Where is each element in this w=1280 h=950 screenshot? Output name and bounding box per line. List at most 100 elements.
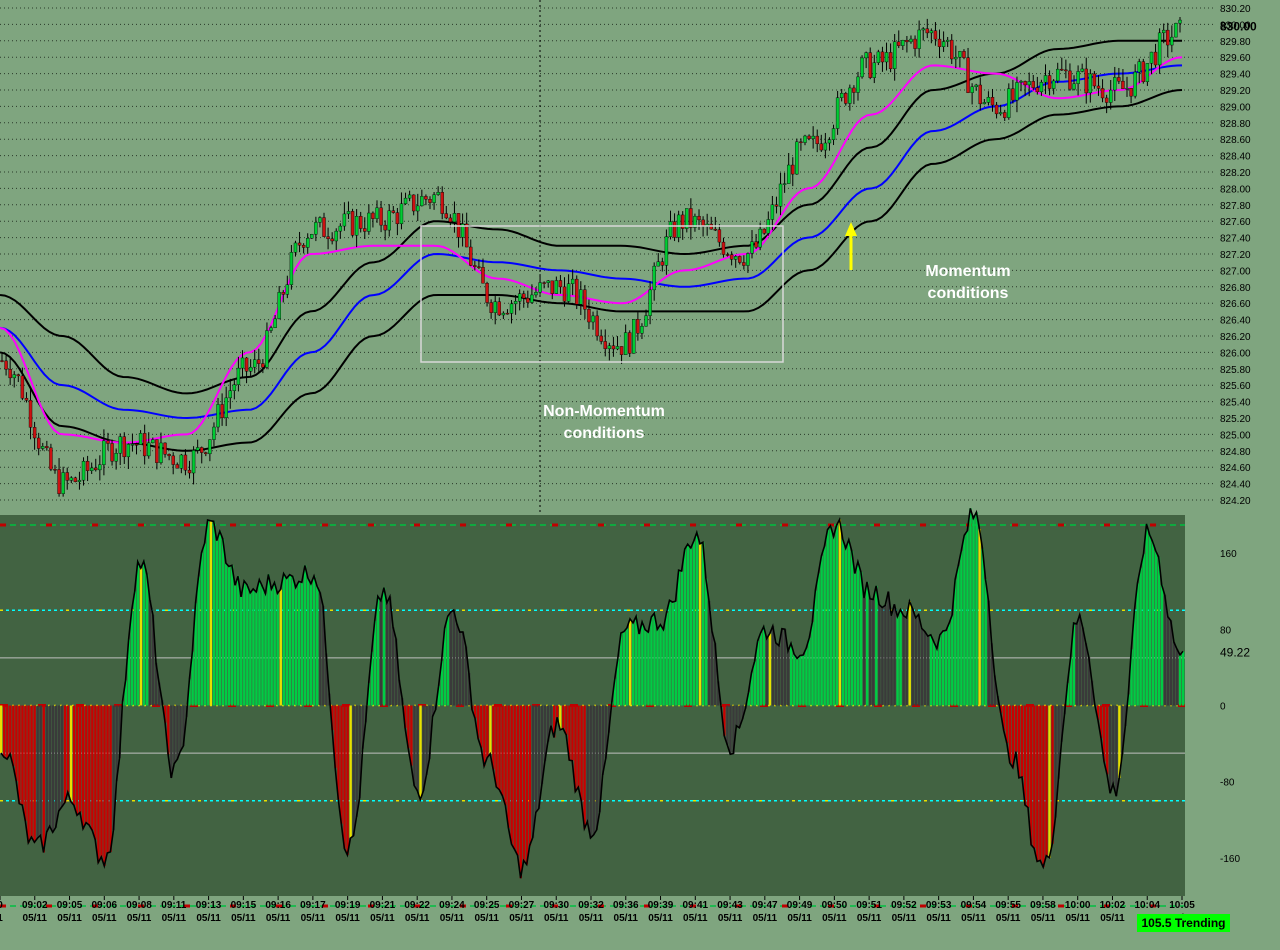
candle [974,83,978,91]
osc-bar [790,643,793,706]
candle [986,91,991,106]
osc-bar [422,705,425,791]
time-label: 09:05 [57,900,83,911]
osc-bar [349,705,352,839]
candle [1072,75,1076,91]
candle-body [1133,71,1137,97]
candle-body [905,39,909,43]
osc-bar [829,525,832,706]
osc-bar [458,632,462,706]
osc-bar [741,705,744,720]
osc-bar [1090,680,1094,706]
candle [660,257,665,272]
candle [929,28,934,44]
candle-body [171,455,175,465]
osc-bar [316,586,319,706]
candle-body [318,217,322,223]
candle-body [607,345,612,349]
osc-bar [507,705,510,828]
candle [685,208,689,233]
osc-bar [1017,705,1021,778]
candle-body [689,208,693,228]
candle [945,36,950,48]
candle [1145,63,1150,86]
candle [1178,17,1182,33]
date-label: 05/11 [926,913,951,924]
osc-bar [1048,705,1051,858]
price-panel: Non-Momentum conditions Momentum conditi… [0,0,1215,514]
osc-bar [628,618,632,706]
candle-body [265,330,269,368]
candle [1084,57,1088,104]
candle-body [1137,61,1141,73]
osc-bar [1072,622,1076,706]
osc-bar [692,540,696,706]
candle [73,476,78,483]
candle [656,253,660,267]
candle [888,43,893,73]
candle [978,77,982,111]
osc-bar [501,705,504,796]
osc-bar [765,638,769,706]
osc-bar [1081,627,1085,706]
candle [489,299,493,319]
candle [758,222,762,251]
time-label: 09:21 [370,900,396,911]
date-label: 05/11 [648,913,673,924]
osc-bar [246,584,249,706]
candle-body [106,440,110,444]
osc-tick-label: -80 [1220,778,1235,789]
candle [424,194,428,206]
candle [982,98,987,105]
time-label: 09:51 [856,900,882,911]
osc-bar [884,605,887,706]
candle-body [293,242,298,253]
candle [994,102,999,119]
candle [925,18,929,39]
price-tick-label: 824.40 [1220,480,1251,491]
osc-bar [899,609,902,706]
osc-bar [361,705,364,749]
candle-body [334,230,338,242]
time-label: 09:13 [196,900,222,911]
osc-bar [334,705,337,768]
candle-body [1011,88,1015,101]
time-label: 09:16 [265,900,291,911]
osc-bar [887,591,890,706]
osc-bar [865,581,869,706]
osc-bar [777,645,781,706]
candle [990,88,995,112]
candle [122,432,126,465]
price-tick-label: 829.00 [1220,102,1251,113]
candle [962,49,966,60]
candle-body [322,217,326,237]
osc-bar [960,551,963,706]
candle-body [167,454,171,457]
candle-body [1100,88,1105,99]
candle [110,439,114,466]
osc-bar [464,646,468,706]
candle [954,45,958,68]
candle-body [954,57,958,60]
price-tick-label: 825.40 [1220,398,1251,409]
osc-bar [1102,705,1106,762]
date-label: 05/11 [961,913,986,924]
osc-bar [686,544,690,706]
osc-bar [1106,705,1109,775]
candle [16,373,21,383]
candle-body [852,87,856,93]
osc-bar [616,658,620,706]
candle-body [913,38,917,49]
candle [28,388,33,440]
osc-bar [1060,705,1063,742]
candle-body [583,289,587,310]
candle-body [950,39,954,60]
candle [1100,79,1105,103]
candle-body [1178,19,1182,24]
candle [534,287,538,298]
candle [171,452,175,475]
osc-bar [285,578,289,706]
osc-bar [428,705,431,759]
price-tick-label: 824.80 [1220,447,1251,458]
